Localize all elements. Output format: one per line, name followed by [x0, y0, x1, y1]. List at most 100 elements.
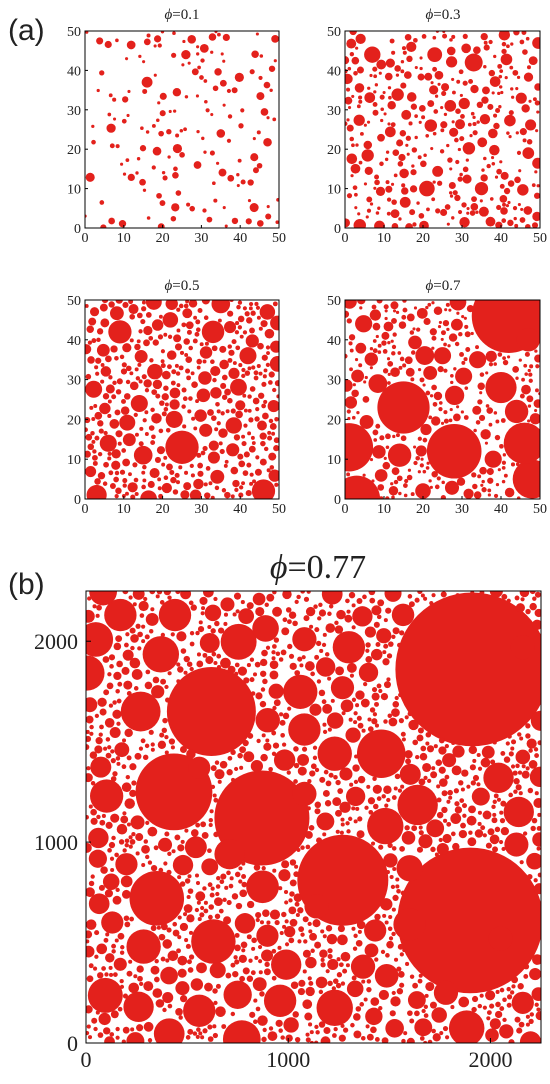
particle-circle [415, 455, 421, 461]
particle-circle [140, 738, 146, 744]
particle-circle [99, 402, 111, 415]
particle-circle [90, 781, 96, 786]
particle-circle [238, 879, 243, 884]
particle-circle [165, 300, 178, 310]
particle-circle [429, 85, 439, 95]
particle-circle [476, 120, 480, 124]
particle-circle [400, 69, 405, 74]
particle-circle [413, 306, 418, 310]
particle-circle [234, 662, 240, 668]
particle-circle [268, 1026, 274, 1031]
particle-circle [529, 1012, 535, 1017]
particle-circle [512, 459, 540, 499]
particle-circle [271, 650, 276, 655]
particle-circle [234, 871, 241, 878]
particle-circle [314, 1040, 319, 1043]
particle-circle [124, 838, 130, 844]
particle-circle [336, 972, 343, 978]
particle-circle [171, 203, 180, 212]
particle-circle [410, 350, 416, 355]
particle-circle [302, 999, 313, 1010]
particle-circle [129, 916, 135, 922]
particle-circle [187, 35, 196, 44]
particle-circle [145, 854, 150, 860]
particle-circle [488, 39, 493, 45]
particle-circle [493, 793, 499, 799]
particle-circle [139, 145, 147, 152]
particle-circle [157, 486, 162, 491]
particle-circle [463, 488, 474, 499]
particle-circle [501, 479, 506, 484]
particle-circle [464, 324, 469, 329]
particle-circle [387, 713, 393, 718]
particle-circle [387, 443, 412, 467]
particle-circle [210, 359, 215, 365]
particle-circle [183, 994, 216, 1028]
particle-circle [371, 605, 382, 616]
particle-circle [105, 384, 115, 394]
particle-circle [104, 889, 113, 898]
particle-circle [366, 208, 372, 213]
particle-circle [365, 1007, 383, 1026]
particle-circle [327, 727, 332, 732]
particle-circle [532, 157, 540, 169]
particle-circle [527, 404, 532, 408]
chart-title: ϕ=0.5 [165, 278, 200, 294]
particle-circle [314, 654, 320, 660]
particle-circle [462, 166, 469, 173]
particle-circle [489, 76, 501, 87]
particle-circle [94, 365, 99, 370]
particle-circle [265, 738, 270, 743]
particle-circle [287, 643, 293, 650]
y-tick-label: 10 [327, 183, 341, 198]
particle-circle [103, 937, 109, 943]
particle-circle [129, 627, 136, 634]
particle-circle [396, 475, 403, 482]
particle-circle [156, 925, 161, 930]
particle-circle [418, 105, 426, 112]
particle-circle [387, 926, 393, 932]
particle-circle [437, 82, 441, 86]
particle-circle [310, 671, 315, 677]
particle-circle [220, 382, 227, 389]
particle-circle [528, 378, 533, 383]
particle-circle [391, 495, 395, 499]
particle-circle [253, 1019, 258, 1024]
particle-circle [147, 826, 158, 837]
particle-circle [100, 379, 105, 384]
particle-circle [259, 304, 276, 320]
particle-circle [369, 458, 374, 462]
particle-circle [193, 478, 204, 490]
particle-circle [208, 481, 213, 486]
particle-circle [309, 932, 317, 941]
particle-circle [505, 204, 510, 208]
particle-circle [354, 357, 359, 362]
particle-circle [122, 96, 129, 103]
particle-circle [203, 315, 209, 321]
particle-circle [527, 873, 533, 880]
particle-circle [201, 606, 206, 611]
particle-circle [107, 451, 112, 456]
particle-circle [390, 122, 396, 128]
particle-circle [443, 410, 448, 415]
particle-circle [407, 594, 413, 599]
particle-circle [516, 75, 521, 80]
particle-circle [234, 487, 239, 492]
particle-circle [307, 779, 312, 784]
particle-circle [515, 749, 531, 765]
particle-circle [415, 754, 420, 760]
particle-circle [324, 652, 330, 657]
particle-circle [204, 99, 208, 104]
particle-circle [255, 32, 259, 36]
particle-circle [500, 207, 508, 215]
particle-circle [423, 365, 438, 380]
particle-circle [260, 670, 267, 677]
x-tick-label: 0 [342, 502, 349, 517]
particle-circle [203, 482, 208, 487]
particle-circle [459, 136, 465, 142]
particle-circle [242, 306, 247, 311]
particle-circle [535, 364, 540, 369]
particle-circle [417, 155, 422, 160]
particle-circle [354, 192, 358, 197]
particle-circle [300, 845, 305, 850]
